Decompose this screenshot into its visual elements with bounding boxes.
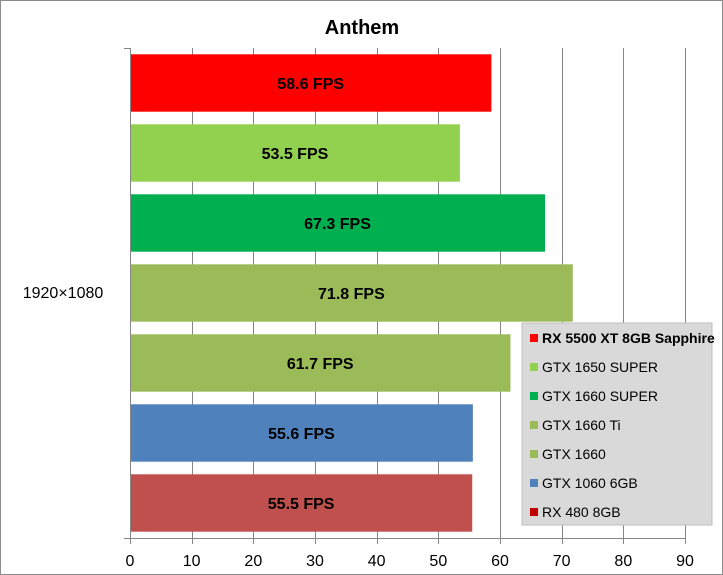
- bar-data-label: 71.8 FPS: [318, 286, 385, 303]
- bar-data-label: 53.5 FPS: [262, 146, 329, 163]
- bar-data-label: 55.6 FPS: [268, 426, 335, 443]
- chart-title: Anthem: [325, 17, 399, 39]
- bar-data-label: 55.5 FPS: [268, 496, 335, 513]
- x-tick-label: 0: [126, 553, 135, 570]
- x-tick-label: 30: [306, 553, 324, 570]
- legend-entry: GTX 1650 SUPER: [542, 359, 658, 375]
- axes: 0 10 20 30 40 50 60 70 80 90: [124, 48, 694, 570]
- bar: [131, 334, 511, 392]
- bar: [131, 404, 473, 462]
- bar-data-label: 58.6 FPS: [277, 76, 344, 93]
- x-tick-label: 90: [676, 553, 694, 570]
- legend-swatch: [530, 421, 538, 429]
- x-tick-label: 50: [429, 553, 447, 570]
- x-tick-label: 20: [244, 553, 262, 570]
- bar-data-label: 61.7 FPS: [287, 356, 354, 373]
- x-tick-label: 10: [183, 553, 201, 570]
- x-tick-label: 70: [553, 553, 571, 570]
- legend: RX 5500 XT 8GB Sapphire GTX 1650 SUPER GTX…: [521, 322, 715, 526]
- legend-swatch: [530, 479, 538, 487]
- bar: [131, 474, 473, 532]
- legend-entry: RX 480 8GB: [542, 504, 621, 520]
- legend-entry: GTX 1660 SUPER: [542, 388, 658, 404]
- bars: 58.6 FPS 53.5 FPS 67.3 FPS 71.8 FPS 61.7 FPS…: [131, 54, 573, 532]
- x-tick-label: 40: [368, 553, 386, 570]
- bar: [131, 194, 546, 252]
- bar: [131, 124, 460, 182]
- legend-swatch: [530, 334, 538, 342]
- bar: [131, 264, 573, 322]
- legend-swatch: [530, 508, 538, 516]
- bar: [131, 54, 492, 112]
- legend-swatch: [530, 392, 538, 400]
- category-label: 1920×1080: [23, 285, 104, 302]
- bar-data-label: 67.3 FPS: [304, 216, 371, 233]
- legend-entry: GTX 1660: [542, 446, 606, 462]
- legend-entry: GTX 1060 6GB: [542, 475, 638, 491]
- legend-entry: RX 5500 XT 8GB Sapphire: [542, 330, 715, 346]
- x-tick-label: 80: [614, 553, 632, 570]
- legend-swatch: [530, 450, 538, 458]
- legend-swatch: [530, 363, 538, 371]
- x-tick-label: 60: [491, 553, 509, 570]
- legend-box: [521, 322, 713, 526]
- legend-entry: GTX 1660 Ti: [542, 417, 621, 433]
